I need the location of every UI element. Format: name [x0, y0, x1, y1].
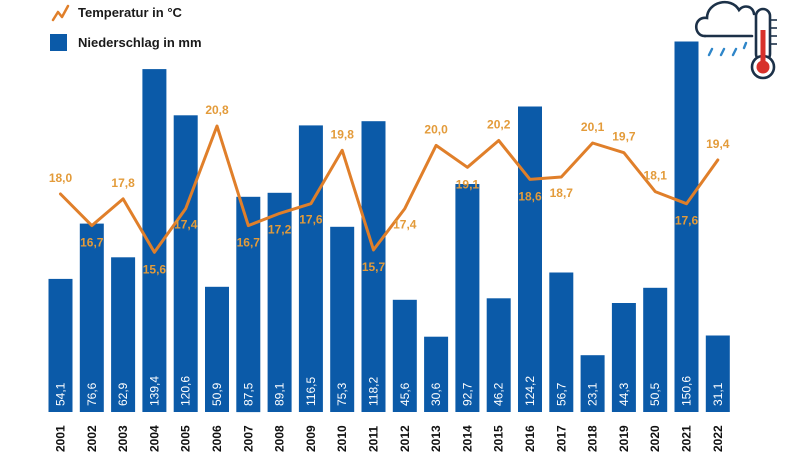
temperature-value-label: 17,4	[393, 218, 417, 232]
year-tick-label: 2010	[335, 425, 349, 452]
precipitation-value-label: 89,1	[273, 382, 287, 406]
precipitation-value-label: 116,5	[304, 377, 318, 406]
temperature-value-label: 20,1	[581, 120, 605, 134]
temperature-value-label: 19,8	[331, 127, 355, 141]
precipitation-value-label: 31,1	[711, 382, 725, 406]
year-tick-label: 2014	[460, 425, 474, 452]
precipitation-bar-2014	[455, 184, 480, 412]
temperature-value-label: 16,7	[237, 236, 261, 250]
year-tick-label: 2015	[492, 425, 506, 452]
temperature-value-label: 19,4	[706, 137, 730, 151]
precipitation-bar-2013	[424, 336, 449, 412]
legend-precipitation-label: Niederschlag in mm	[78, 35, 202, 50]
legend: Temperatur in °C Niederschlag in mm	[50, 4, 202, 51]
precipitation-bar-2015	[486, 298, 511, 412]
temperature-value-label: 17,8	[111, 176, 135, 190]
year-tick-label: 2008	[273, 425, 287, 452]
precipitation-value-label: 46,2	[492, 382, 506, 406]
precipitation-value-label: 139,4	[147, 376, 161, 406]
temperature-value-label: 17,2	[268, 222, 292, 236]
temperature-value-label: 17,6	[299, 213, 323, 227]
temperature-line-layer: 18,0 16,7 17,8 15,6 17,4 20,8 16,7 17,2 17,6 19,8…	[49, 103, 730, 276]
temperature-value-label: 20,8	[205, 103, 229, 117]
precipitation-bar-2001	[48, 278, 73, 412]
precipitation-bar-2005	[173, 115, 198, 413]
year-tick-label: 2007	[241, 425, 255, 452]
year-tick-label: 2017	[554, 425, 568, 452]
precipitation-value-label: 30,6	[429, 382, 443, 406]
precipitation-bar-2009	[298, 125, 323, 413]
precipitation-value-label: 124,2	[523, 376, 537, 406]
temperature-value-label: 20,0	[424, 122, 448, 136]
precipitation-bar-2007	[236, 196, 261, 413]
precipitation-value-label: 44,3	[617, 382, 631, 406]
precipitation-bar-2020	[643, 287, 668, 412]
precipitation-bar-2010	[330, 226, 355, 412]
year-tick-label: 2013	[429, 425, 443, 452]
precipitation-value-label: 56,7	[554, 382, 568, 406]
precipitation-bar-2003	[111, 257, 136, 412]
legend-temperature-label: Temperatur in °C	[78, 5, 183, 20]
precipitation-bar-2018	[580, 355, 605, 412]
year-tick-label: 2005	[179, 425, 193, 452]
year-tick-label: 2001	[54, 425, 68, 452]
precipitation-value-label: 50,5	[648, 382, 662, 406]
precipitation-value-label: 54,1	[54, 382, 68, 406]
precipitation-bar-2017	[549, 272, 574, 412]
temperature-value-label: 19,1	[456, 177, 480, 191]
year-tick-label: 2009	[304, 425, 318, 452]
precipitation-bar-2021	[674, 41, 699, 412]
temperature-value-label: 18,7	[550, 186, 574, 200]
year-tick-label: 2012	[398, 425, 412, 452]
year-tick-label: 2004	[147, 425, 161, 452]
precipitation-bar-2016	[518, 106, 542, 412]
year-tick-label: 2002	[85, 425, 99, 452]
legend-temperature-line-icon	[51, 4, 70, 22]
year-tick-label: 2022	[711, 425, 725, 452]
year-tick-label: 2021	[680, 425, 694, 452]
precipitation-bar-2006	[205, 286, 229, 412]
temperature-value-label: 19,7	[612, 130, 636, 144]
precipitation-bar-2008	[267, 192, 292, 412]
temperature-value-label: 17,4	[174, 218, 198, 232]
precipitation-value-label: 92,7	[460, 382, 474, 406]
year-tick-label: 2018	[586, 425, 600, 452]
temperature-value-label: 18,6	[518, 189, 542, 203]
legend-precipitation-swatch	[50, 34, 67, 51]
temperature-line	[59, 124, 720, 254]
precipitation-value-label: 62,9	[116, 382, 130, 406]
temperature-value-label: 15,6	[143, 262, 167, 276]
year-tick-label: 2019	[617, 425, 631, 452]
precipitation-value-label: 50,9	[210, 382, 224, 406]
precipitation-bar-2019	[611, 303, 636, 412]
temperature-value-label: 16,7	[80, 236, 104, 250]
precipitation-bar-2022	[705, 335, 730, 412]
precipitation-value-label: 118,2	[367, 377, 381, 406]
precipitation-value-label: 120,6	[179, 376, 193, 406]
temperature-value-label: 15,7	[362, 260, 386, 274]
year-tick-label: 2020	[648, 425, 662, 452]
precipitation-value-label: 45,6	[398, 382, 412, 406]
temperature-value-label: 18,0	[49, 171, 73, 185]
year-tick-label: 2011	[367, 426, 381, 452]
year-tick-label: 2003	[116, 425, 130, 452]
precipitation-value-label: 87,5	[241, 382, 255, 406]
weather-cloud-rain-thermometer-icon	[694, 0, 777, 80]
precipitation-bar-2002	[79, 223, 104, 412]
temperature-value-label: 17,6	[675, 214, 699, 228]
precipitation-value-label: 75,3	[335, 382, 349, 406]
temperature-value-label: 20,2	[487, 118, 511, 132]
precipitation-bar-2011	[361, 121, 386, 412]
year-axis: 2001 2002 2003 2004 2005 2006 2007 2008 2009 2010…	[54, 425, 725, 452]
precipitation-bar-2012	[392, 299, 417, 412]
year-tick-label: 2016	[523, 425, 537, 452]
precipitation-value-label: 23,1	[586, 382, 600, 406]
precipitation-value-label: 76,6	[85, 382, 99, 406]
precipitation-value-label: 150,6	[680, 376, 694, 406]
temperature-value-label: 18,1	[644, 169, 668, 183]
year-tick-label: 2006	[210, 425, 224, 452]
